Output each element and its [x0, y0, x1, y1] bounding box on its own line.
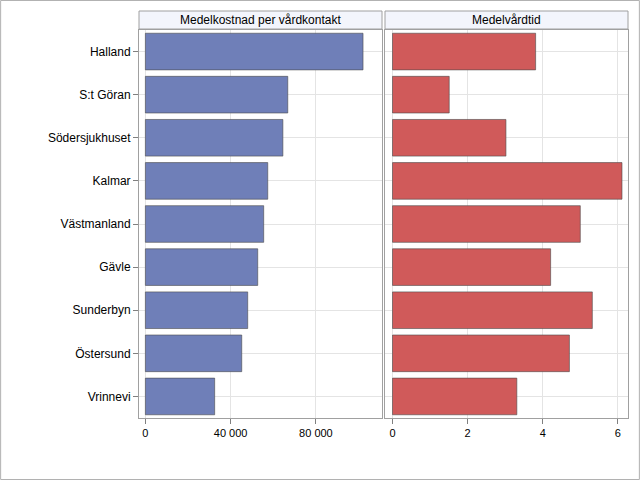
svg-text:S:t Göran: S:t Göran: [79, 88, 130, 102]
svg-text:Gävle: Gävle: [99, 260, 131, 274]
svg-text:2: 2: [465, 427, 471, 439]
svg-text:Östersund: Östersund: [75, 347, 130, 361]
svg-text:Västmanland: Västmanland: [61, 217, 131, 231]
svg-text:0: 0: [142, 427, 148, 439]
svg-text:4: 4: [540, 427, 546, 439]
svg-text:40 000: 40 000: [214, 427, 248, 439]
svg-text:Vrinnevi: Vrinnevi: [88, 390, 131, 404]
svg-text:Medelkostnad per vårdkontakt: Medelkostnad per vårdkontakt: [180, 13, 341, 27]
svg-text:80 000: 80 000: [299, 427, 333, 439]
svg-text:0: 0: [389, 427, 395, 439]
svg-text:Sunderbyn: Sunderbyn: [73, 303, 131, 317]
svg-text:Kalmar: Kalmar: [93, 174, 131, 188]
svg-text:Halland: Halland: [90, 45, 131, 59]
svg-text:6: 6: [615, 427, 621, 439]
svg-text:Södersjukhuset: Södersjukhuset: [48, 131, 131, 145]
svg-text:Medelvårdtid: Medelvårdtid: [472, 13, 541, 27]
